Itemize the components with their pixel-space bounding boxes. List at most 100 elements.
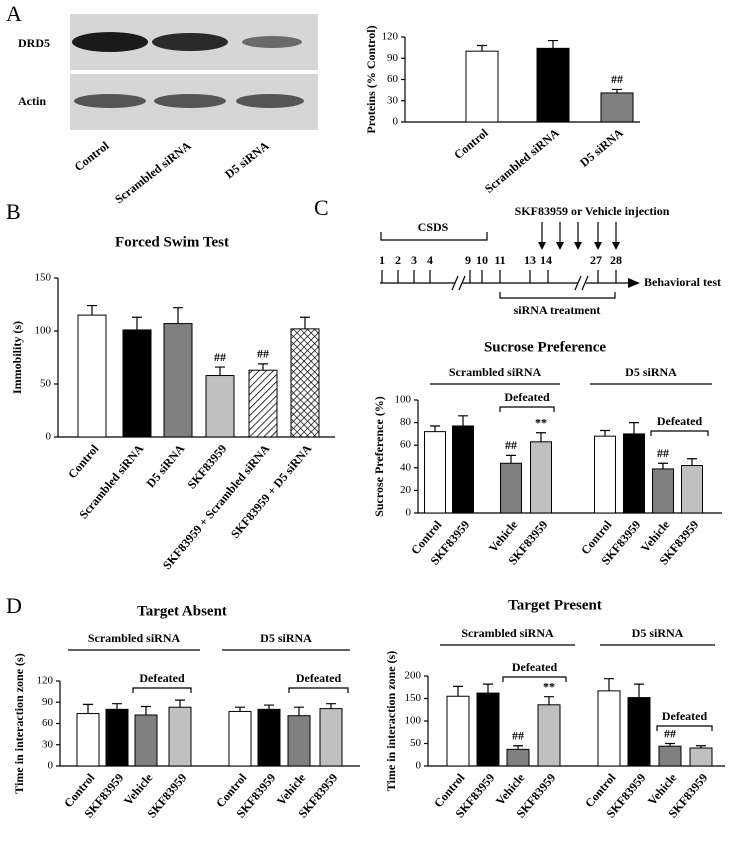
bar (597, 690, 621, 767)
bar (627, 697, 651, 767)
error-bar (458, 415, 468, 426)
timeline-treatment: siRNA treatment (514, 303, 601, 317)
error-bar (544, 696, 554, 705)
timeline-day: 13 (524, 253, 536, 267)
bar (530, 441, 552, 514)
timeline-day: 9 (465, 253, 471, 267)
chart-title: Sucrose Preference (484, 339, 606, 355)
error-bar (629, 422, 639, 434)
y-tick-label: 150 (35, 272, 52, 284)
bracket (656, 725, 713, 731)
error-bar (696, 745, 706, 748)
error-bar (600, 429, 610, 437)
y-tick-label: 200 (405, 670, 422, 682)
bracket (650, 430, 709, 436)
error-bar (477, 44, 487, 52)
bracket (132, 687, 192, 693)
error-bar (235, 706, 245, 712)
error-bar (548, 39, 558, 49)
bar (681, 465, 703, 514)
y-tick-label: 100 (395, 394, 412, 406)
chart-title: Forced Swim Test (115, 234, 229, 250)
bar (134, 714, 158, 767)
y-tick-label: 80 (400, 416, 412, 428)
x-tick-label: Control (65, 441, 102, 481)
x-tick-label: Control (451, 125, 491, 162)
y-axis-label: Time in interaction zone (s) (384, 651, 398, 791)
error-bar (453, 685, 463, 697)
y-tick-label: 30 (42, 738, 54, 750)
significance-mark: ## (257, 347, 269, 361)
western-blot (70, 14, 318, 130)
group-label: D5 siRNA (625, 365, 677, 379)
y-tick-label: 120 (382, 31, 399, 43)
blot-row-label: Actin (18, 94, 46, 108)
blot-lane-label: D5 siRNA (222, 138, 272, 181)
error-bar (87, 304, 97, 316)
y-tick-label: 90 (42, 696, 54, 708)
bar (205, 375, 235, 438)
timeline (380, 222, 640, 299)
y-tick-label: 60 (400, 439, 412, 451)
error-bar (215, 366, 225, 376)
bar (452, 425, 474, 514)
x-tick-label: D5 siRNA (143, 441, 187, 490)
error-bar (506, 454, 516, 464)
significance-mark: ** (535, 416, 547, 430)
significance-mark: ## (214, 350, 226, 364)
y-tick-label: 0 (48, 760, 54, 772)
bar (536, 47, 570, 123)
bar (228, 710, 252, 767)
y-tick-label: 60 (42, 717, 54, 729)
significance-mark: ## (657, 446, 669, 460)
y-tick-label: 30 (387, 94, 399, 106)
y-tick-label: 50 (410, 737, 422, 749)
timeline-injection: SKF83959 or Vehicle injection (515, 204, 670, 218)
bar (76, 713, 100, 767)
bar (248, 369, 278, 438)
panel-letter: B (6, 199, 21, 224)
chart-title: Target Absent (137, 603, 227, 619)
bar (537, 704, 561, 767)
significance-mark: ## (664, 726, 676, 740)
y-tick-label: 150 (405, 692, 422, 704)
bar (168, 706, 192, 767)
group-label: D5 siRNA (260, 631, 312, 645)
y-tick-label: 0 (416, 760, 422, 772)
error-bar (604, 678, 614, 691)
bar (105, 708, 129, 767)
bracket (502, 676, 567, 682)
bracket-label: Defeated (296, 671, 342, 685)
bar (500, 462, 522, 514)
x-tick-label: SKF83959 + D5 siRNA (228, 441, 315, 541)
group-label: Scrambled siRNA (449, 365, 542, 379)
timeline-day: 4 (427, 253, 433, 267)
y-tick-label: 0 (46, 431, 52, 443)
timeline-day: 11 (494, 253, 505, 267)
bar (290, 328, 320, 438)
bar (623, 433, 645, 514)
x-tick-label: Scrambled siRNA (482, 125, 562, 195)
error-bar (612, 88, 622, 93)
bracket (288, 687, 349, 693)
y-tick-label: 100 (35, 325, 52, 337)
bar (476, 692, 500, 767)
bar (652, 468, 674, 514)
y-axis-label: Sucrose Preference (%) (372, 396, 386, 517)
y-tick-label: 120 (37, 675, 54, 687)
error-bar (536, 432, 546, 442)
error-bar (294, 706, 304, 716)
bar (424, 431, 446, 514)
bar (287, 715, 311, 767)
bracket-label: Defeated (657, 414, 703, 428)
y-tick-label: 90 (387, 52, 399, 64)
y-axis-label: Time in interaction zone (s) (12, 653, 26, 793)
bar (600, 92, 634, 123)
bar (594, 435, 616, 514)
error-bar (665, 742, 675, 747)
bracket-label: Defeated (139, 671, 185, 685)
bar (257, 708, 281, 767)
y-tick-label: 40 (400, 461, 412, 473)
bar (506, 748, 530, 767)
